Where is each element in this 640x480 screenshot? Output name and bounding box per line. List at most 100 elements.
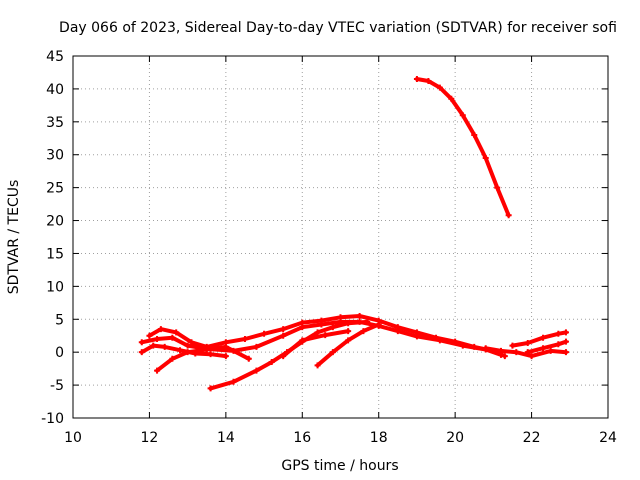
data-point (253, 367, 260, 374)
data-point (505, 212, 512, 219)
x-tick-label: 24 (599, 430, 617, 446)
data-point (540, 334, 547, 341)
series-trace (155, 344, 251, 373)
data-point (459, 342, 466, 349)
data-point (138, 339, 145, 346)
data-point (413, 76, 420, 83)
data-point (253, 343, 260, 350)
data-point (345, 337, 352, 344)
series-trace (281, 329, 351, 359)
data-point (562, 349, 569, 356)
data-point (146, 332, 153, 339)
y-tick-label: 10 (46, 279, 64, 295)
data-point (555, 330, 562, 337)
data-point (345, 320, 352, 327)
data-point (562, 329, 569, 336)
series-trace (414, 77, 511, 218)
data-point (314, 362, 321, 369)
series-late-c (524, 338, 569, 356)
data-point (299, 324, 306, 331)
data-point (482, 155, 489, 162)
data-point (482, 345, 489, 352)
series-late-b (509, 329, 569, 349)
y-tick-label: 40 (46, 82, 64, 98)
data-point (436, 337, 443, 344)
series-trace (525, 339, 568, 355)
data-point (329, 324, 336, 331)
data-point (322, 332, 329, 339)
y-tick-label: -5 (50, 378, 64, 394)
data-point (157, 326, 164, 333)
data-point (471, 131, 478, 138)
x-tick-label: 16 (293, 430, 311, 446)
data-point (345, 328, 352, 335)
data-point (448, 95, 455, 102)
y-tick-label: 35 (46, 115, 64, 131)
data-point (436, 84, 443, 91)
data-point (184, 342, 191, 349)
data-point (207, 385, 214, 392)
chart-title: Day 066 of 2023, Sidereal Day-to-day VTE… (59, 20, 617, 36)
data-point (245, 355, 252, 362)
data-point (173, 329, 180, 336)
data-point (524, 339, 531, 346)
series-rising-2 (280, 328, 352, 360)
data-point (203, 346, 210, 353)
data-point (501, 353, 508, 360)
series-early-c (154, 343, 252, 374)
series-high-arc (413, 76, 512, 219)
x-tick-label: 18 (370, 430, 388, 446)
data-point (329, 349, 336, 356)
data-point (494, 184, 501, 191)
y-tick-label: 45 (46, 49, 64, 65)
data-point (222, 353, 229, 360)
data-point (138, 349, 145, 356)
data-point (555, 341, 562, 348)
data-point (154, 367, 161, 374)
data-point (161, 343, 168, 350)
series-early-b (138, 342, 229, 360)
series-late-a (482, 345, 569, 360)
series-layer (138, 76, 569, 392)
data-point (375, 321, 382, 328)
data-point (177, 347, 183, 354)
data-point (524, 349, 531, 356)
y-tick-label: 0 (55, 345, 64, 361)
data-point (360, 328, 367, 335)
data-point (154, 336, 161, 343)
data-point (280, 326, 287, 333)
y-axis-label: SDTVAR / TECUs (6, 180, 22, 295)
data-point (299, 337, 306, 344)
data-point (169, 355, 176, 362)
series-rising-3 (314, 321, 382, 369)
plot-frame (72, 55, 609, 419)
data-point (498, 347, 504, 354)
data-point (169, 334, 176, 341)
y-tick-label: 30 (46, 148, 64, 164)
data-point (268, 359, 275, 366)
data-point (318, 321, 325, 328)
x-tick-label: 20 (446, 430, 464, 446)
data-point (184, 349, 191, 356)
axis-layer: 10 12 14 16 18 20 22 24 -10 -5 0 5 10 15 20 25 30 35 40 45 (41, 49, 617, 446)
data-point (241, 336, 248, 343)
x-tick-label: 10 (64, 430, 82, 446)
y-tick-label: 20 (46, 214, 64, 230)
data-point (314, 329, 321, 336)
data-point (364, 318, 371, 325)
data-point (356, 312, 363, 319)
data-point (413, 333, 420, 340)
data-point (540, 345, 547, 352)
data-point (261, 330, 268, 337)
data-point (547, 347, 554, 354)
y-tick-label: 5 (55, 312, 64, 328)
data-point (459, 112, 466, 119)
data-point (150, 342, 157, 349)
y-tick-label: -10 (41, 411, 64, 427)
data-point (425, 78, 432, 85)
y-tick-label: 25 (46, 181, 64, 197)
data-point (222, 343, 229, 350)
data-point (280, 332, 287, 339)
data-point (207, 351, 214, 358)
